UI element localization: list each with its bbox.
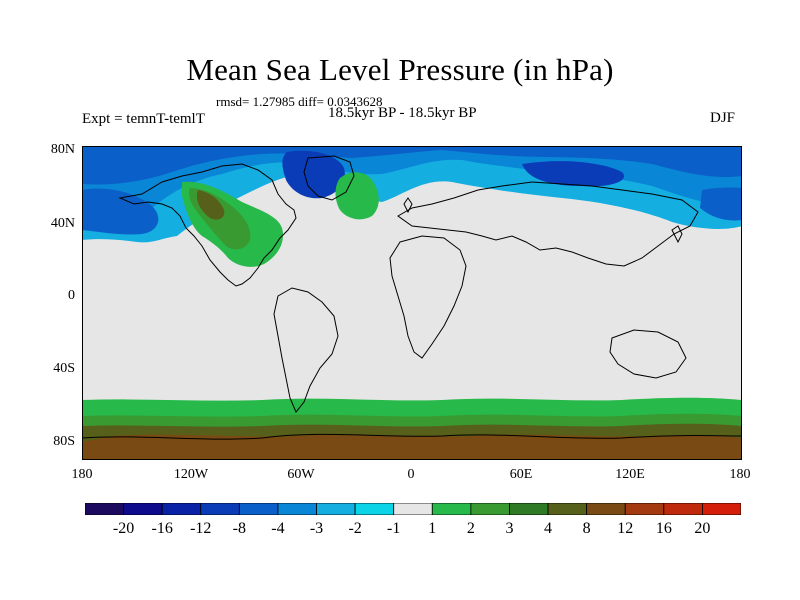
- y-tick-label: 40N: [50, 216, 75, 231]
- colorbar-label: 1: [428, 520, 437, 537]
- pacific-negative-core: [82, 188, 159, 235]
- colorbar-label: -16: [151, 520, 173, 537]
- colorbar-label: 12: [617, 520, 634, 537]
- colorbar-swatch: [393, 503, 433, 515]
- map-frame: [82, 146, 742, 460]
- colorbar-label: -8: [232, 520, 246, 537]
- south-america-coastline: [273, 287, 339, 413]
- colorbar: [85, 503, 741, 515]
- colorbar-label: -1: [387, 520, 401, 537]
- colorbar-label: 4: [544, 520, 553, 537]
- japan-coastline: [671, 225, 683, 244]
- colorbar-label: -3: [309, 520, 324, 537]
- colorbar-swatch: [431, 503, 472, 515]
- colorbar-swatch: [354, 503, 395, 515]
- colorbar-swatch: [123, 503, 163, 515]
- y-tick-label: 80N: [50, 142, 75, 157]
- arctic-deep-negative-anomaly: [82, 146, 742, 185]
- north-atlantic-positive-anomaly: [335, 172, 379, 220]
- colorbar-swatch: [624, 503, 665, 515]
- season-label: DJF: [710, 110, 736, 126]
- stats-label: rmsd= 1.27985 diff= 0.0343628: [216, 94, 383, 109]
- colorbar-label: 3: [505, 520, 514, 537]
- chart-title: Mean Sea Level Pressure (in hPa): [186, 52, 614, 87]
- antarctica-strong-positive-anomaly: [82, 434, 742, 460]
- colorbar-swatch: [547, 503, 588, 515]
- colorbar-swatch: [663, 503, 703, 515]
- experiment-label: Expt = temnT-temlT: [82, 111, 205, 127]
- colorbar-swatch: [238, 503, 279, 515]
- colorbar-label: 8: [582, 520, 591, 537]
- north-america-coastline: [118, 163, 297, 287]
- y-tick-label: 80S: [53, 434, 75, 449]
- pacific-negative-core-east: [700, 187, 742, 221]
- africa-coastline: [389, 235, 467, 359]
- colorbar-label: -20: [112, 520, 135, 537]
- x-tick-label: 180: [729, 467, 751, 482]
- colorbar-swatch: [161, 503, 202, 515]
- greenland-coastline: [303, 155, 355, 201]
- x-tick-label: 60E: [509, 467, 533, 482]
- coastlines: [82, 155, 742, 440]
- colorbar-swatch: [200, 503, 240, 515]
- period-label: 18.5kyr BP - 18.5kyr BP: [328, 105, 477, 121]
- y-tick-label: 40S: [53, 361, 75, 376]
- colorbar-label: -12: [190, 520, 212, 537]
- greenland-negative-core: [282, 150, 345, 199]
- antarctica-coastline: [82, 433, 742, 440]
- y-tick-label: 0: [68, 288, 75, 303]
- colorbar-swatch: [586, 503, 626, 515]
- x-tick-label: 120W: [173, 467, 209, 482]
- colorbar-label: 20: [694, 520, 711, 537]
- x-tick-label: 0: [407, 467, 415, 482]
- colorbar-swatch: [509, 503, 549, 515]
- uk-coastline: [403, 197, 413, 214]
- siberia-negative-core: [522, 161, 625, 187]
- colorbar-swatch: [702, 503, 741, 515]
- x-tick-label: 180: [71, 467, 93, 482]
- colorbar-swatch: [85, 503, 124, 515]
- colorbar-swatch: [470, 503, 510, 515]
- australia-coastline: [609, 329, 687, 379]
- colorbar-label: -4: [271, 520, 285, 537]
- eurasia-coastline: [397, 181, 699, 267]
- x-tick-label: 60W: [287, 467, 315, 482]
- north-america-positive-peak: [196, 190, 225, 220]
- colorbar-swatch: [277, 503, 317, 515]
- colorbar-label: 16: [655, 520, 672, 537]
- x-tick-label: 120E: [615, 467, 645, 482]
- colorbar-label: 2: [466, 520, 475, 537]
- pressure-anomaly-map: [82, 146, 742, 460]
- colorbar-swatch: [316, 503, 356, 515]
- colorbar-label: -2: [348, 520, 362, 537]
